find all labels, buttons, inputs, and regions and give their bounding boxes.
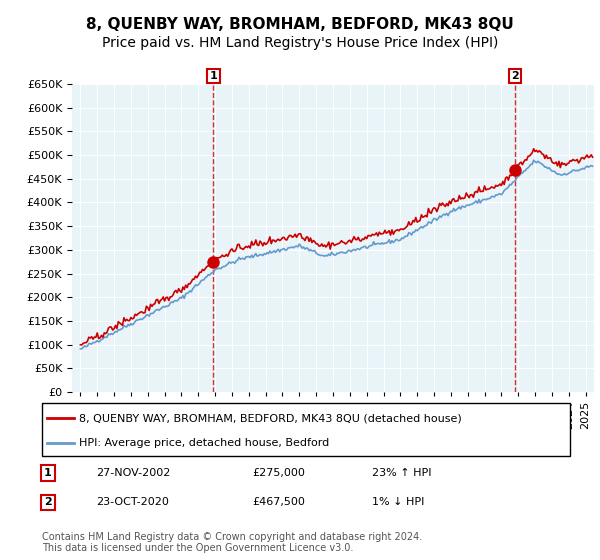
Text: £275,000: £275,000	[252, 468, 305, 478]
Text: 1% ↓ HPI: 1% ↓ HPI	[372, 497, 424, 507]
Text: Contains HM Land Registry data © Crown copyright and database right 2024.
This d: Contains HM Land Registry data © Crown c…	[42, 531, 422, 553]
Text: 2: 2	[511, 71, 519, 81]
Text: 23-OCT-2020: 23-OCT-2020	[96, 497, 169, 507]
FancyBboxPatch shape	[42, 403, 570, 456]
Text: 1: 1	[44, 468, 52, 478]
Text: 27-NOV-2002: 27-NOV-2002	[96, 468, 170, 478]
Text: 8, QUENBY WAY, BROMHAM, BEDFORD, MK43 8QU (detached house): 8, QUENBY WAY, BROMHAM, BEDFORD, MK43 8Q…	[79, 413, 462, 423]
Text: 1: 1	[209, 71, 217, 81]
Text: 8, QUENBY WAY, BROMHAM, BEDFORD, MK43 8QU: 8, QUENBY WAY, BROMHAM, BEDFORD, MK43 8Q…	[86, 17, 514, 32]
Text: Price paid vs. HM Land Registry's House Price Index (HPI): Price paid vs. HM Land Registry's House …	[102, 36, 498, 50]
Text: £467,500: £467,500	[252, 497, 305, 507]
Text: 23% ↑ HPI: 23% ↑ HPI	[372, 468, 431, 478]
Text: 2: 2	[44, 497, 52, 507]
Text: HPI: Average price, detached house, Bedford: HPI: Average price, detached house, Bedf…	[79, 438, 329, 448]
